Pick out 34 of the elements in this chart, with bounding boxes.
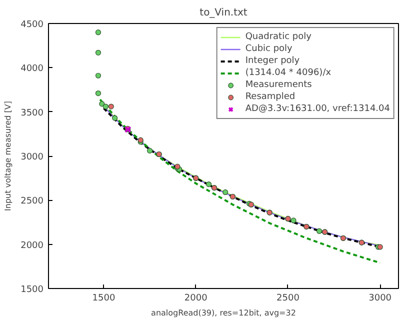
x-tick-label: 3000 xyxy=(368,294,392,304)
point xyxy=(206,181,212,188)
point xyxy=(95,72,102,78)
legend-label: AD@3.3v:1631.00, vref:1314.04 xyxy=(245,103,390,115)
legend-label: Resampled xyxy=(245,91,296,103)
point xyxy=(112,115,118,121)
point xyxy=(108,104,114,110)
y-tick-label: 2000 xyxy=(20,240,44,251)
x-tick-label: 2000 xyxy=(184,294,208,304)
point xyxy=(99,101,105,107)
x-axis-title: analogRead(39), res=12bit, avg=32 xyxy=(151,308,296,318)
x-tick-label: 2500 xyxy=(276,294,300,304)
point xyxy=(147,148,153,154)
y-tick-label: 4000 xyxy=(20,64,44,74)
point xyxy=(95,90,102,96)
point xyxy=(102,104,108,110)
legend-label: Quadratic poly xyxy=(245,31,312,43)
point xyxy=(316,228,322,234)
x-tick-label: 1500 xyxy=(92,294,116,304)
y-tick-label: 4500 xyxy=(20,20,44,30)
point xyxy=(290,218,296,224)
legend-label: Measurements xyxy=(245,79,312,91)
legend-label: (1314.04 * 4096)/x xyxy=(245,67,332,79)
legend-label: Integer poly xyxy=(245,55,300,67)
point xyxy=(222,189,228,196)
y-tick-label: 3000 xyxy=(20,152,44,162)
y-tick-label: 3500 xyxy=(20,108,44,118)
legend-label: Cubic poly xyxy=(245,43,292,55)
y-axis-title: Input voltage measured [V] xyxy=(4,101,13,211)
chart-title: to_Vin.txt xyxy=(200,8,248,18)
y-tick-label: 2500 xyxy=(20,196,44,207)
point xyxy=(95,30,102,36)
point xyxy=(95,50,102,56)
y-tick-label: 1500 xyxy=(20,285,44,295)
